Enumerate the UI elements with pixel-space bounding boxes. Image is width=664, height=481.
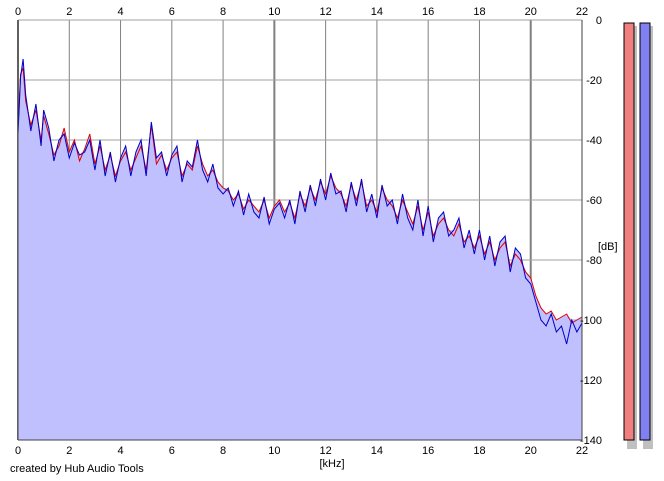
x-tick-label: 14 [371, 6, 383, 18]
x-tick-label: 2 [66, 6, 72, 18]
spectrum-fill [18, 59, 582, 440]
x-tick-label: 22 [576, 445, 588, 457]
x-tick-label: 14 [371, 445, 383, 457]
x-tick-label: 8 [220, 6, 226, 18]
x-tick-label: 6 [169, 445, 175, 457]
x-tick-label: 16 [422, 6, 434, 18]
y-tick-label: -40 [586, 135, 602, 147]
x-tick-label: 12 [320, 6, 332, 18]
credit-text: created by Hub Audio Tools [10, 463, 144, 475]
x-tick-label: 8 [220, 445, 226, 457]
x-tick-labels-bottom: 0 2 4 6 8 10 12 14 16 18 20 22 [15, 445, 588, 457]
x-tick-label: 0 [15, 6, 21, 18]
y-tick-labels: 0 -20 -40 -60 -80 -100 -120 -140 [580, 15, 602, 447]
level-meters [623, 22, 653, 449]
y-axis-label: [dB] [598, 241, 618, 253]
level-bar [623, 22, 635, 441]
x-tick-label: 4 [117, 445, 123, 457]
x-tick-label: 4 [117, 6, 123, 18]
y-tick-label: -80 [586, 255, 602, 267]
x-tick-labels-top: 0 2 4 6 8 10 12 14 16 18 20 22 [15, 6, 588, 18]
series-lines [17, 58, 583, 345]
y-tick-label: -100 [580, 315, 602, 327]
x-tick-label: 10 [268, 445, 280, 457]
area-layer [18, 59, 582, 440]
x-tick-label: 12 [320, 445, 332, 457]
axes [17, 20, 583, 441]
x-tick-label: 20 [525, 6, 537, 18]
x-tick-label: 6 [169, 6, 175, 18]
x-tick-label: 18 [473, 6, 485, 18]
x-tick-label: 22 [576, 6, 588, 18]
x-tick-label: 10 [268, 6, 280, 18]
y-tick-label: -140 [580, 435, 602, 447]
x-axis-label: [kHz] [319, 458, 344, 470]
x-tick-label: 20 [525, 445, 537, 457]
y-tick-label: -20 [586, 75, 602, 87]
x-tick-label: 18 [473, 445, 485, 457]
series-line-2 [17, 58, 583, 345]
y-tick-label: -60 [586, 195, 602, 207]
y-tick-label: -120 [580, 375, 602, 387]
y-tick-label: 0 [596, 15, 602, 27]
x-tick-label: 16 [422, 445, 434, 457]
x-tick-label: 2 [66, 445, 72, 457]
x-tick-label: 0 [15, 445, 21, 457]
level-bar [639, 22, 651, 441]
